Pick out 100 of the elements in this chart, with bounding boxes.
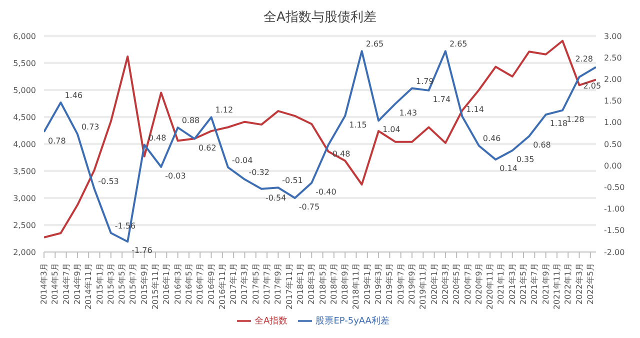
data-label: 1.18 (550, 119, 568, 128)
x-tick-label: 2018年1月 (296, 263, 305, 304)
x-tick-label: 2015年11月 (151, 263, 160, 310)
data-label: 0.14 (500, 164, 518, 174)
data-label: -0.75 (298, 202, 320, 212)
chart-title: 全A指数与股债利差 (262, 9, 378, 27)
x-tick-label: 2015年1月 (95, 263, 104, 304)
x-tick-label: 2014年5月 (50, 263, 60, 304)
x-tick-label: 2016年1月 (162, 263, 172, 304)
data-label: 1.14 (466, 104, 484, 114)
x-tick-label: 2020年5月 (452, 263, 462, 304)
data-label: -1.76 (132, 246, 152, 256)
y2-tick-label: -2.00 (604, 248, 625, 257)
data-label: 1.28 (566, 114, 584, 124)
x-tick-label: 2016年5月 (184, 263, 194, 304)
x-tick-label: 2021年7月 (530, 263, 540, 304)
y-tick-label: 4,000 (13, 140, 36, 149)
data-label: -0.32 (248, 168, 270, 177)
x-tick-label: 2018年9月 (340, 263, 350, 304)
x-tick-label: 2016年7月 (196, 263, 205, 304)
y-tick-label: 2,500 (13, 220, 36, 230)
x-tick-label: 2017年9月 (274, 263, 283, 304)
y-tick-label: 3,000 (13, 194, 36, 203)
x-tick-label: 2015年3月 (106, 263, 116, 304)
y2-tick-label: -1.50 (604, 226, 625, 236)
x-tick-label: 2017年1月 (229, 263, 238, 304)
data-label: 1.74 (432, 94, 451, 104)
data-label: 2.65 (449, 40, 468, 49)
x-tick-label: 2021年1月 (496, 263, 506, 304)
data-label: 2.05 (583, 82, 602, 91)
data-label: 0.62 (198, 143, 216, 152)
data-label: -0.54 (265, 193, 286, 202)
data-label: 0.35 (516, 154, 534, 164)
data-label: 0.68 (533, 140, 551, 150)
x-tick-label: 2021年9月 (541, 263, 550, 304)
x-tick-label: 2020年7月 (463, 263, 472, 304)
x-tick-label: 2022年3月 (574, 263, 584, 304)
data-label: 0.78 (48, 136, 66, 146)
x-tick-label: 2020年9月 (474, 263, 484, 304)
x-tick-label: 2019年5月 (385, 263, 394, 304)
x-tick-label: 2015年5月 (118, 263, 127, 304)
y2-tick-label: 2.00 (604, 75, 622, 84)
x-tick-label: 2014年11月 (84, 263, 94, 310)
x-tick-label: 2019年9月 (408, 263, 416, 304)
data-label: -0.03 (165, 171, 186, 180)
x-tick-label: 2021年5月 (519, 263, 528, 304)
x-tick-label: 2015年9月 (140, 263, 149, 304)
x-tick-label: 2018年5月 (318, 263, 328, 304)
legend-label: 全A指数 (254, 316, 288, 326)
x-tick-label: 2019年7月 (396, 263, 406, 304)
data-label: 1.46 (64, 91, 83, 100)
x-tick-label: 2019年3月 (374, 263, 384, 304)
y2-tick-label: 3.00 (604, 32, 622, 41)
x-tick-label: 2019年11月 (418, 263, 428, 310)
x-tick-label: 2014年3月 (40, 263, 48, 304)
y2-tick-label: 1.50 (604, 96, 622, 106)
x-tick-label: 2016年9月 (206, 263, 216, 304)
data-label: -0.51 (282, 176, 303, 186)
data-label: 2.28 (575, 54, 593, 64)
data-label: 0.48 (332, 149, 350, 158)
data-label: -0.04 (232, 156, 253, 165)
y2-tick-label: 2.50 (604, 53, 622, 62)
y2-tick-label: -0.50 (604, 183, 625, 192)
x-tick-label: 2017年11月 (284, 263, 294, 310)
x-tick-label: 2017年5月 (251, 263, 260, 304)
data-label: 1.04 (382, 125, 400, 134)
x-tick-label: 2019年1月 (362, 263, 372, 304)
y-tick-label: 5,000 (13, 86, 36, 95)
x-tick-label: 2014年9月 (72, 263, 82, 304)
x-tick-label: 2016年3月 (173, 263, 182, 304)
x-tick-label: 2017年7月 (262, 263, 272, 304)
legend-label: 股票EP-5yAA利差 (316, 316, 390, 326)
x-tick-label: 2022年1月 (564, 263, 573, 304)
y-tick-label: 4,500 (13, 112, 36, 122)
y-tick-label: 5,500 (13, 58, 36, 68)
x-tick-label: 2021年11月 (552, 263, 562, 310)
y2-tick-label: 1.00 (604, 118, 622, 128)
y2-tick-label: 0.50 (604, 140, 622, 149)
y-tick-label: 6,000 (13, 32, 36, 41)
x-tick-label: 2021年3月 (508, 263, 517, 304)
x-tick-label: 2015年7月 (128, 263, 138, 304)
data-label: -0.40 (316, 187, 336, 196)
data-label: 0.73 (81, 122, 100, 132)
y-tick-label: 2,000 (13, 248, 36, 257)
x-tick-label: 2016年11月 (218, 263, 227, 310)
x-tick-label: 2017年3月 (240, 263, 250, 304)
x-tick-label: 2018年7月 (329, 263, 338, 304)
data-label: 0.88 (182, 116, 200, 126)
x-tick-label: 2020年3月 (440, 263, 450, 304)
data-label: 1.12 (215, 106, 234, 115)
x-tick-label: 2022年5月 (586, 263, 595, 304)
x-tick-label: 2018年11月 (352, 263, 361, 310)
y-tick-label: 3,500 (13, 166, 36, 176)
data-label: 0.46 (482, 134, 501, 144)
data-label: -0.53 (98, 176, 119, 186)
x-tick-label: 2014年7月 (62, 263, 71, 304)
data-label: 2.65 (366, 40, 384, 49)
x-tick-label: 2018年3月 (307, 263, 316, 304)
data-label: 1.15 (349, 120, 367, 130)
y2-tick-label: -1.00 (604, 204, 625, 214)
